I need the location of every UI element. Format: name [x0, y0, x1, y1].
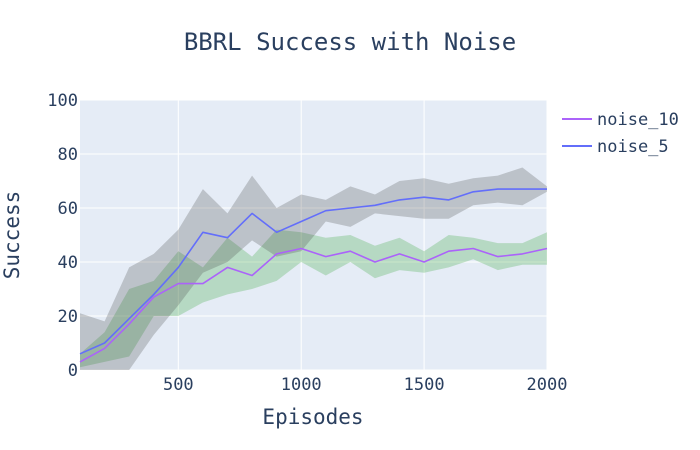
y-tick-label: 60 — [58, 199, 78, 219]
chart-title: BBRL Success with Noise — [184, 28, 516, 56]
legend-item-noise-5[interactable]: noise_5 — [562, 137, 669, 157]
line-noise-5 — [79, 188, 547, 355]
y-tick-label: 100 — [47, 91, 78, 111]
legend-label-noise-5: noise_5 — [597, 137, 669, 157]
y-axis-ticks: 0 20 40 60 80 100 — [47, 91, 78, 381]
series-lines — [79, 188, 548, 363]
x-tick-label: 500 — [163, 375, 194, 395]
legend-label-noise-10: noise_10 — [597, 110, 679, 130]
legend[interactable]: noise_10 noise_5 — [562, 110, 679, 157]
x-axis-title: Episodes — [262, 405, 363, 429]
band-noise-5 — [80, 167, 547, 370]
plot-background — [80, 100, 547, 370]
y-tick-label: 0 — [68, 361, 78, 381]
band-noise-10 — [80, 229, 547, 368]
x-tick-label: 2000 — [527, 375, 568, 395]
x-axis-ticks: 500 1000 1500 2000 — [163, 375, 568, 395]
y-tick-label: 80 — [58, 145, 78, 165]
y-tick-label: 40 — [58, 253, 78, 273]
grid — [80, 99, 548, 371]
confidence-bands — [80, 167, 547, 370]
y-tick-label: 20 — [58, 307, 78, 327]
line-noise-10 — [79, 247, 548, 363]
x-tick-label: 1500 — [404, 375, 445, 395]
legend-item-noise-10[interactable]: noise_10 — [562, 110, 679, 130]
x-tick-label: 1000 — [281, 375, 322, 395]
y-axis-title: Success — [0, 191, 24, 280]
